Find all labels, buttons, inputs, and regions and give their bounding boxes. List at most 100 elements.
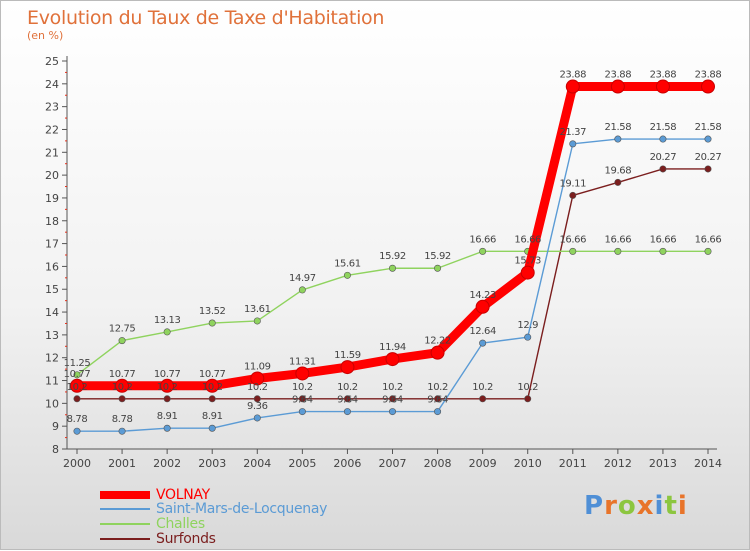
data-label: 16.66: [559, 234, 586, 245]
data-point: [253, 395, 261, 403]
legend-label: Surfonds: [156, 531, 216, 547]
data-point: [163, 424, 171, 432]
data-label: 10.77: [199, 369, 226, 380]
y-tick-label: 21: [45, 146, 59, 159]
data-label: 10.2: [112, 382, 133, 393]
y-tick-label: 14: [45, 306, 59, 319]
data-point: [524, 395, 532, 403]
logo-letter: x: [636, 491, 655, 521]
data-point: [118, 337, 126, 345]
legend-label: Challes: [156, 516, 205, 532]
y-tick-label: 25: [45, 55, 59, 68]
y-tick-label: 10: [45, 397, 59, 410]
data-point: [434, 408, 442, 416]
data-point: [434, 395, 442, 403]
data-point: [614, 178, 622, 186]
x-tick-label: 2007: [379, 457, 407, 470]
data-label: 10.77: [154, 369, 181, 380]
data-label: 16.66: [650, 234, 677, 245]
data-label: 20.27: [650, 152, 677, 163]
data-label: 12.64: [469, 326, 496, 337]
x-tick-label: 2011: [559, 457, 587, 470]
x-tick-label: 2002: [153, 457, 181, 470]
data-point: [295, 366, 310, 381]
data-label: 8.91: [157, 411, 178, 422]
data-point: [385, 352, 400, 367]
data-label: 19.68: [605, 165, 632, 176]
x-tick-label: 2012: [604, 457, 632, 470]
data-point: [388, 264, 396, 272]
legend-item-saint-mars: Saint-Mars-de-Locquenay: [100, 501, 327, 517]
data-label: 9.64: [382, 395, 403, 406]
data-label: 15.92: [424, 251, 451, 262]
data-label: 15.92: [379, 251, 406, 262]
data-label: 14.97: [289, 273, 316, 284]
y-tick-label: 8: [52, 443, 59, 456]
y-tick-label: 13: [45, 329, 59, 342]
legend-label: VOLNAY: [156, 487, 210, 503]
data-point: [343, 408, 351, 416]
data-point: [704, 247, 712, 255]
data-label: 10.2: [247, 382, 268, 393]
data-point: [253, 414, 261, 422]
data-label: 9.36: [247, 401, 268, 412]
data-label: 10.2: [472, 382, 493, 393]
logo-letter: i: [677, 491, 688, 521]
data-point: [475, 299, 490, 314]
data-point: [659, 135, 667, 143]
x-tick-label: 2000: [63, 457, 91, 470]
data-point: [298, 286, 306, 294]
data-point: [253, 317, 261, 325]
data-label: 9.64: [337, 395, 358, 406]
data-label: 23.88: [695, 70, 722, 81]
data-point: [704, 135, 712, 143]
data-label: 16.66: [469, 234, 496, 245]
data-label: 10.2: [157, 382, 178, 393]
y-tick-label: 15: [45, 283, 59, 296]
data-point: [250, 371, 265, 386]
data-point: [569, 191, 577, 199]
data-label: 13.52: [199, 306, 226, 317]
legend-label: Saint-Mars-de-Locquenay: [156, 501, 328, 517]
data-label: 11.25: [64, 358, 91, 369]
data-label: 10.2: [67, 382, 88, 393]
data-point: [520, 265, 535, 280]
x-tick-label: 2005: [288, 457, 316, 470]
data-label: 21.58: [605, 122, 632, 133]
data-point: [388, 408, 396, 416]
data-label: 12.22: [424, 336, 451, 347]
data-label: 15.73: [514, 256, 541, 267]
data-point: [614, 135, 622, 143]
x-tick-label: 2001: [108, 457, 136, 470]
data-label: 11.94: [379, 342, 406, 353]
data-point: [479, 395, 487, 403]
logo-letter: r: [604, 491, 618, 521]
y-tick-label: 11: [45, 375, 59, 388]
x-tick-label: 2004: [243, 457, 271, 470]
data-label: 21.37: [559, 127, 586, 138]
data-point: [569, 140, 577, 148]
data-label: 20.27: [695, 152, 722, 163]
data-point: [70, 378, 84, 393]
data-point: [434, 264, 442, 272]
data-point: [208, 424, 216, 432]
y-tick-label: 16: [45, 260, 59, 273]
y-tick-label: 9: [52, 420, 59, 433]
x-tick-label: 2010: [514, 457, 542, 470]
data-point: [610, 79, 625, 94]
data-label: 23.88: [559, 70, 586, 81]
data-label: 14.23: [469, 290, 496, 301]
data-point: [163, 395, 171, 403]
data-label: 13.13: [154, 315, 181, 326]
data-point: [701, 79, 715, 94]
legend-item-surfonds: Surfonds: [100, 531, 216, 547]
data-point: [388, 395, 396, 403]
data-point: [205, 378, 220, 393]
data-label: 10.77: [109, 369, 136, 380]
data-label: 23.88: [605, 70, 632, 81]
y-tick-label: 23: [45, 101, 59, 114]
data-point: [115, 378, 130, 393]
data-label: 12.9: [517, 320, 538, 331]
legend-swatch: [100, 538, 150, 540]
